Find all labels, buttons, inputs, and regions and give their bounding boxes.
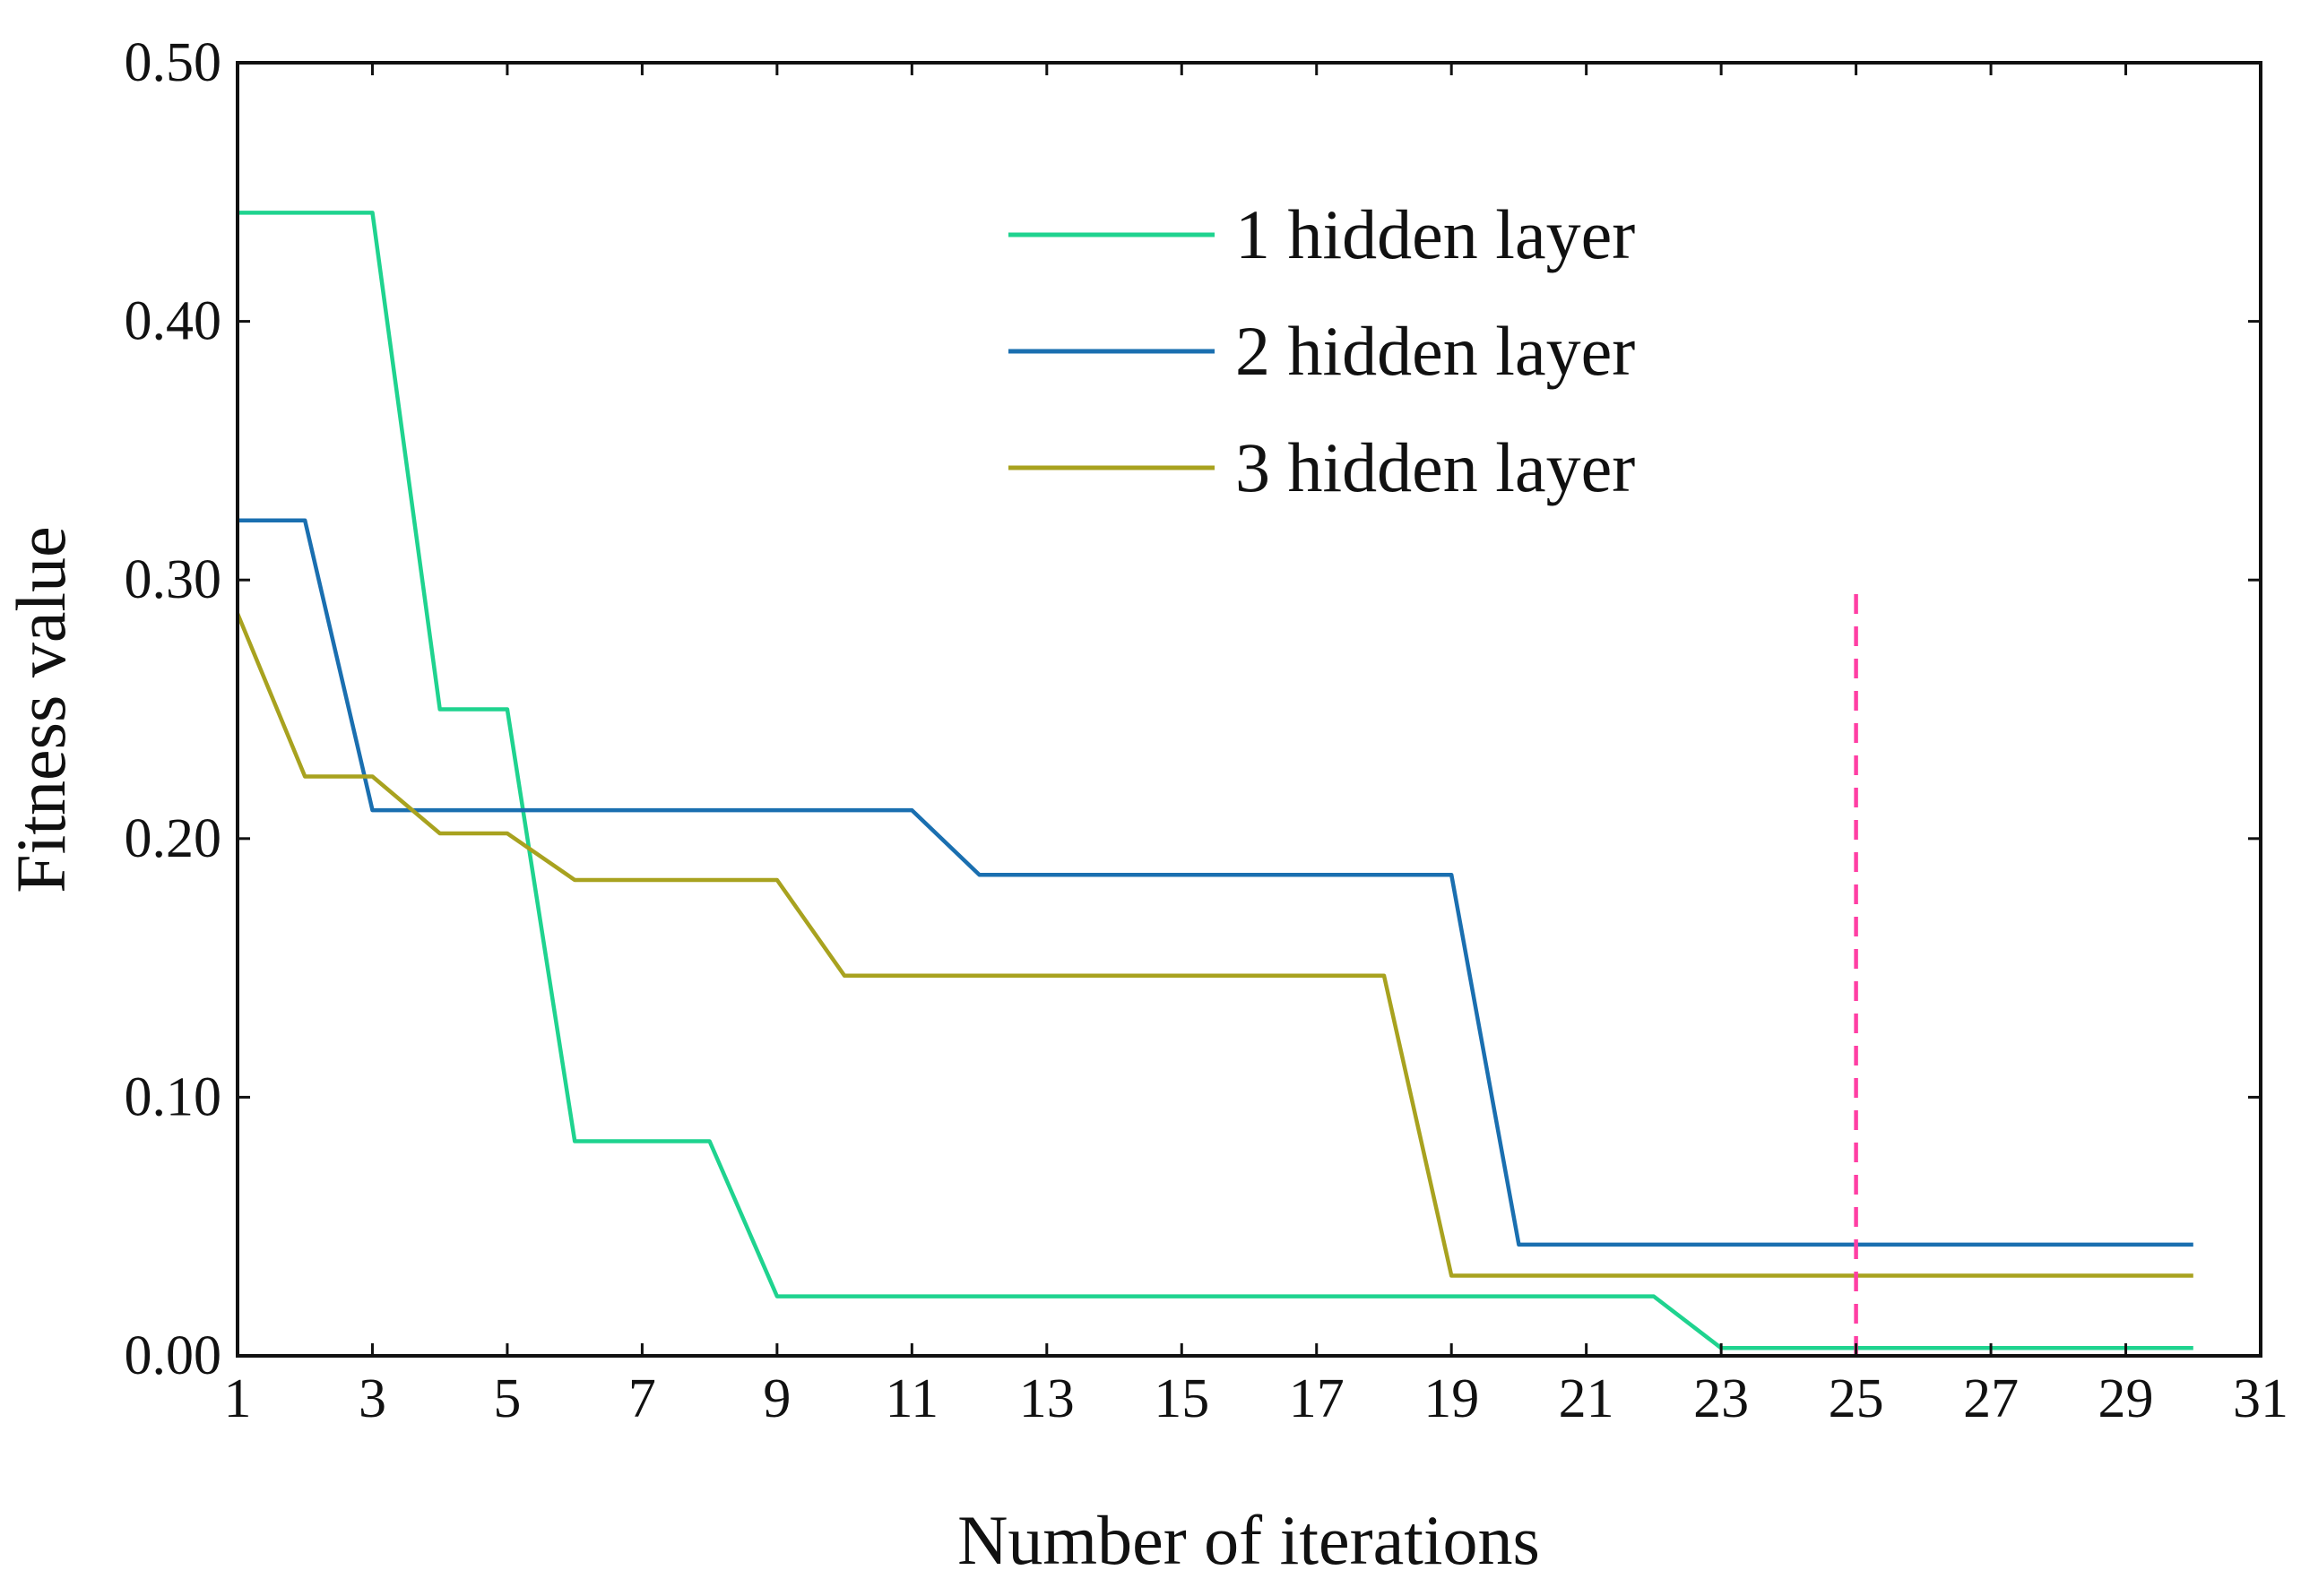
x-tick-label: 13 xyxy=(1019,1368,1075,1429)
plot-marks xyxy=(235,211,2193,1356)
y-tick-label: 0.40 xyxy=(125,291,222,352)
y-tick-label: 0.50 xyxy=(125,32,222,93)
x-tick-label: 31 xyxy=(2233,1368,2288,1429)
legend-label-2: 2 hidden layer xyxy=(1235,312,1635,390)
x-tick-label: 11 xyxy=(885,1368,939,1429)
y-tick-label: 0.00 xyxy=(125,1325,222,1386)
legend: 1 hidden layer 2 hidden layer 3 hidden lay… xyxy=(1008,195,1635,506)
y-axis-title: Fitness value xyxy=(2,526,80,893)
legend-label-3: 3 hidden layer xyxy=(1235,428,1635,506)
legend-label-1: 1 hidden layer xyxy=(1235,195,1635,273)
x-tick-label: 21 xyxy=(1559,1368,1614,1429)
y-tick-label: 0.10 xyxy=(125,1066,222,1127)
x-tick-label: 29 xyxy=(2098,1368,2154,1429)
series-line-1 xyxy=(238,211,2193,1350)
y-tick-label: 0.20 xyxy=(125,808,222,869)
x-tick-label: 7 xyxy=(628,1368,656,1429)
x-tick-label: 9 xyxy=(763,1368,791,1429)
x-tick-label: 19 xyxy=(1423,1368,1479,1429)
axes: 1 3 5 7 9 11 13 15 17 19 21 23 25 27 29 310.000.100.200… xyxy=(125,32,2289,1429)
x-tick-label: 17 xyxy=(1289,1368,1345,1429)
x-tick-label: 23 xyxy=(1693,1368,1749,1429)
series-line-2 xyxy=(238,518,2193,1247)
x-tick-label: 5 xyxy=(493,1368,521,1429)
x-tick-label: 27 xyxy=(1963,1368,2019,1429)
x-axis-title: Number of iterations xyxy=(957,1501,1540,1579)
x-tick-label: 15 xyxy=(1154,1368,1209,1429)
x-tick-label: 25 xyxy=(1829,1368,1884,1429)
y-tick-label: 0.30 xyxy=(125,549,222,610)
x-tick-label: 3 xyxy=(359,1368,386,1429)
plot-frame xyxy=(236,61,2262,1358)
x-tick-label: 1 xyxy=(224,1368,252,1429)
series-line-3 xyxy=(235,612,2193,1278)
